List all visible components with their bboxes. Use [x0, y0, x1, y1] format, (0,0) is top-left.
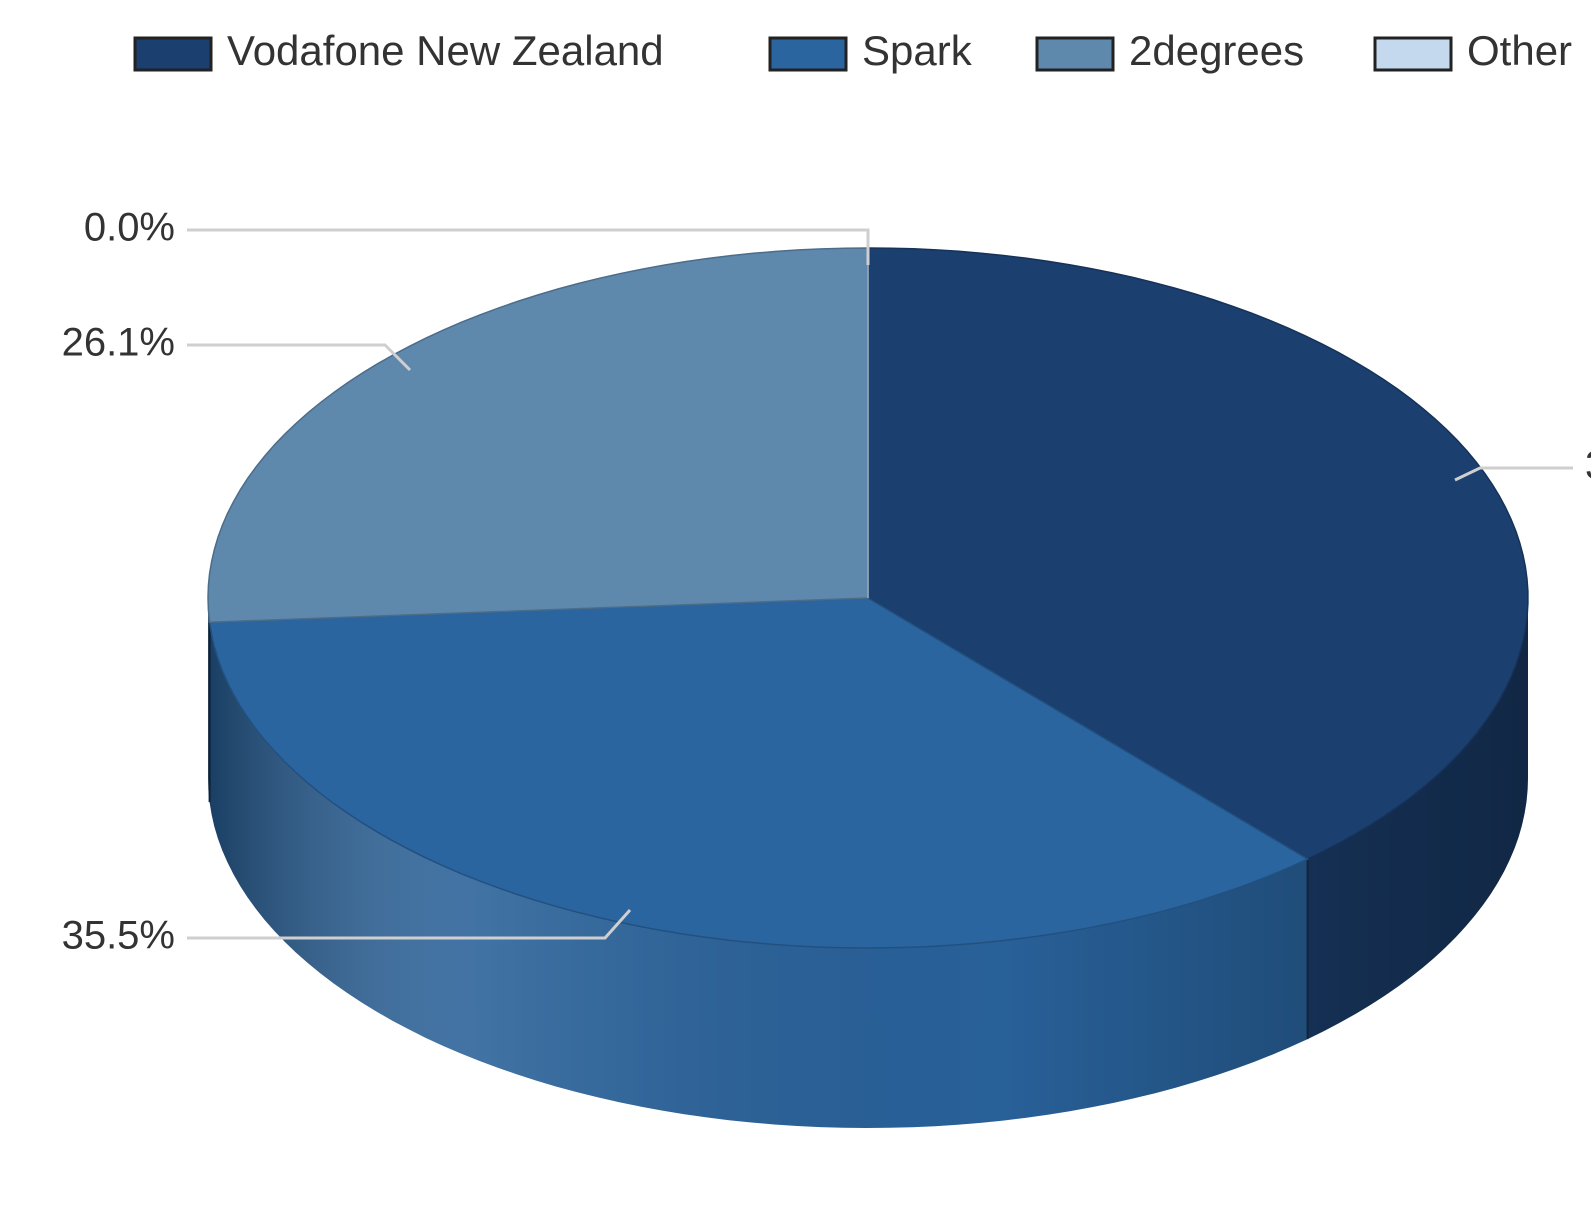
legend-swatch — [1035, 36, 1115, 72]
legend-label: Other — [1467, 27, 1572, 74]
leader-line — [187, 909, 632, 940]
value-label: 38.4% — [1585, 444, 1591, 488]
leader-line — [187, 228, 870, 265]
leader-line — [1454, 466, 1573, 482]
pie-slice — [867, 247, 1529, 860]
value-label: 0.0% — [84, 206, 175, 250]
value-label: 35.5% — [62, 914, 175, 958]
legend-swatch — [768, 36, 848, 72]
pie-sides — [208, 598, 1528, 1128]
legend-label: 2degrees — [1129, 27, 1304, 74]
legend-swatch — [1373, 36, 1453, 72]
legend-label: Vodafone New Zealand — [227, 27, 664, 74]
leader-line — [187, 343, 412, 372]
side-shade — [208, 598, 1528, 1128]
value-label: 26.1% — [62, 321, 175, 365]
pie-slice — [207, 247, 869, 623]
legend-swatch — [133, 36, 213, 72]
legend-label: Spark — [862, 27, 973, 74]
